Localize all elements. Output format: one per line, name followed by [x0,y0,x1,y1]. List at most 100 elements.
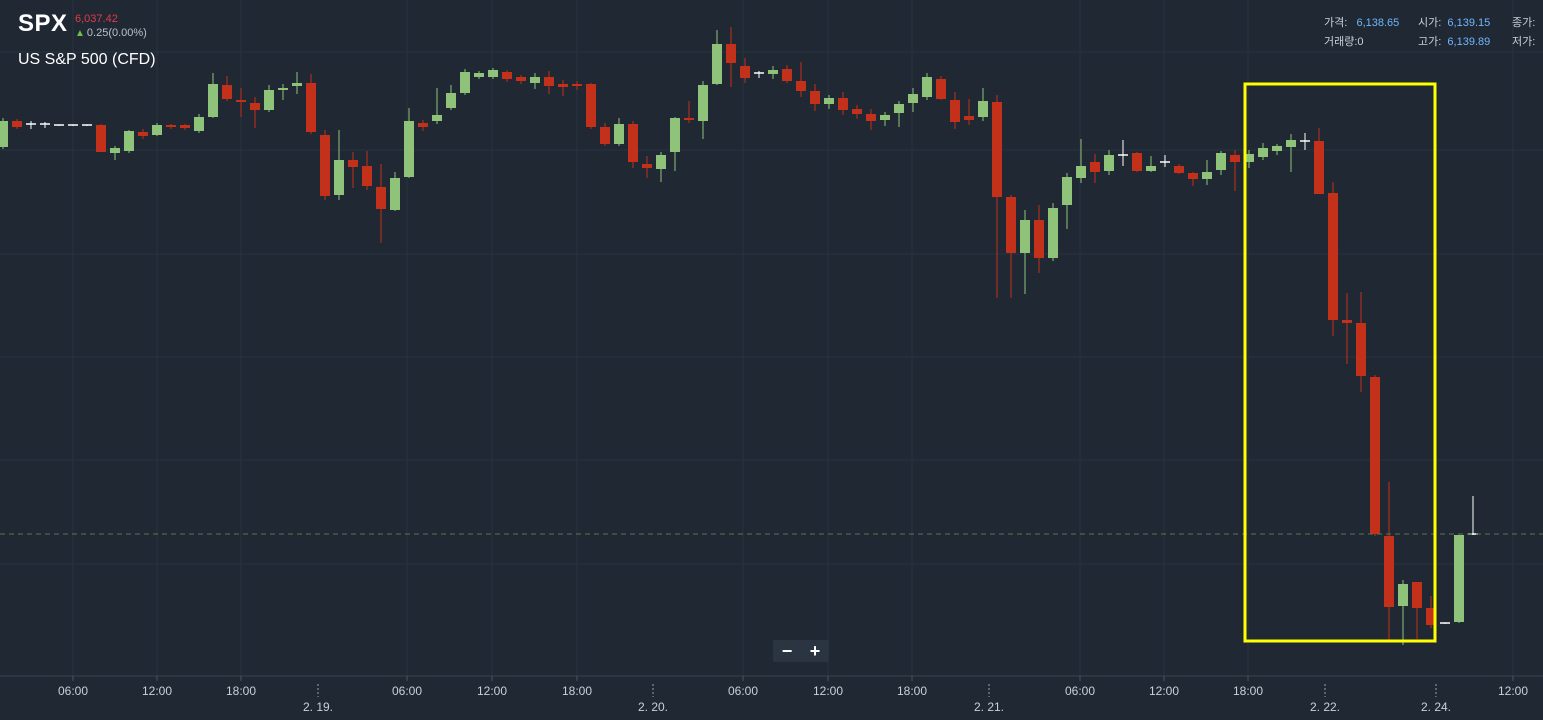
candle-body [194,117,204,131]
candle-body [558,84,568,87]
candle [1440,622,1450,624]
candle [1272,144,1282,155]
candle [1146,156,1156,172]
candle-body [502,72,512,79]
candle [1314,128,1324,194]
x-axis: 06:00 12:00 18:00 06:00 12:00 18:00 06:00 12:00… [58,676,1528,714]
candle [964,99,974,125]
candle [642,156,652,178]
time-label: 18:00 [562,684,592,698]
arrow-up-icon: ▲ [75,28,85,39]
candle [306,74,316,134]
candle-body [222,85,232,99]
candle [684,101,694,123]
candle [1370,375,1380,536]
time-label: 18:00 [1233,684,1263,698]
candle [488,68,498,79]
ohlc-high: 고가: 6,139.89 [1418,33,1490,49]
candle [138,129,148,139]
time-label: 06:00 [392,684,422,698]
candle [334,130,344,200]
candle-body [446,93,456,108]
instrument-name: US S&P 500 (CFD) [18,51,156,68]
candle [1132,152,1142,172]
close-label: 종가: [1512,17,1536,29]
ohlc-low: 저가: [1512,33,1535,49]
candle-body [530,77,540,83]
candle [502,70,512,82]
candle [670,117,680,171]
candle [278,84,288,100]
candle-body [320,135,330,196]
candle-body [362,166,372,186]
candle [1062,173,1072,229]
candle-body [824,98,834,104]
candle [908,88,918,112]
candle-body [1314,141,1324,194]
candle [1076,139,1086,183]
candle [978,88,988,121]
candle-body [852,109,862,114]
zoom-out-button[interactable]: − [781,641,793,661]
candle-body [1132,153,1142,171]
candle [572,81,582,90]
candle-body [1370,377,1380,534]
candle [376,164,386,243]
candle-body [838,98,848,110]
candle-body [670,118,680,152]
candle [698,81,708,139]
candle-body [894,104,904,113]
candle-body [138,132,148,136]
candle [768,66,778,79]
candle [992,95,1002,298]
ohlc-price: 가격: 6,138.65 [1324,14,1399,30]
candle [936,76,946,100]
candle-body [1034,220,1044,258]
candle [1104,150,1114,175]
candle-body [306,83,316,132]
candle [838,92,848,115]
candle-body [586,84,596,127]
candle [222,76,232,101]
candle [348,152,358,188]
candle [180,124,190,130]
symbol-ticker: SPX [18,10,68,37]
candle-body [208,84,218,117]
candle [1244,150,1254,168]
candle-body [782,69,792,81]
price-change-value: 0.25(0.00%) [86,27,147,39]
candle-body [418,123,428,127]
candle-body [1048,208,1058,258]
candle [516,75,526,84]
candle-body [250,103,260,110]
candle-body [292,83,302,86]
date-label: 2. 20. [638,700,668,714]
candle-body [460,72,470,93]
candle-body [810,91,820,104]
candle [558,80,568,96]
candle [1202,160,1212,185]
candle-body [600,127,610,144]
candle-body [1398,584,1408,606]
candle-body [180,125,190,128]
candle-body [1020,220,1030,253]
candle-body [656,155,666,169]
candle [656,152,666,182]
candle [726,27,736,87]
time-label: 12:00 [477,684,507,698]
candle-body [572,84,582,86]
candle [390,172,400,211]
zoom-in-button[interactable]: + [809,641,821,661]
candle [1006,195,1016,298]
candle-body [964,116,974,120]
candle-body [0,121,8,147]
ohlc-volume: 거래량:0 [1324,33,1364,49]
candle [1230,150,1240,191]
candle [320,130,330,200]
candle [26,121,36,129]
candle [530,73,540,89]
date-label: 2. 21. [974,700,1004,714]
candle-body [236,100,246,102]
candle [12,119,22,129]
